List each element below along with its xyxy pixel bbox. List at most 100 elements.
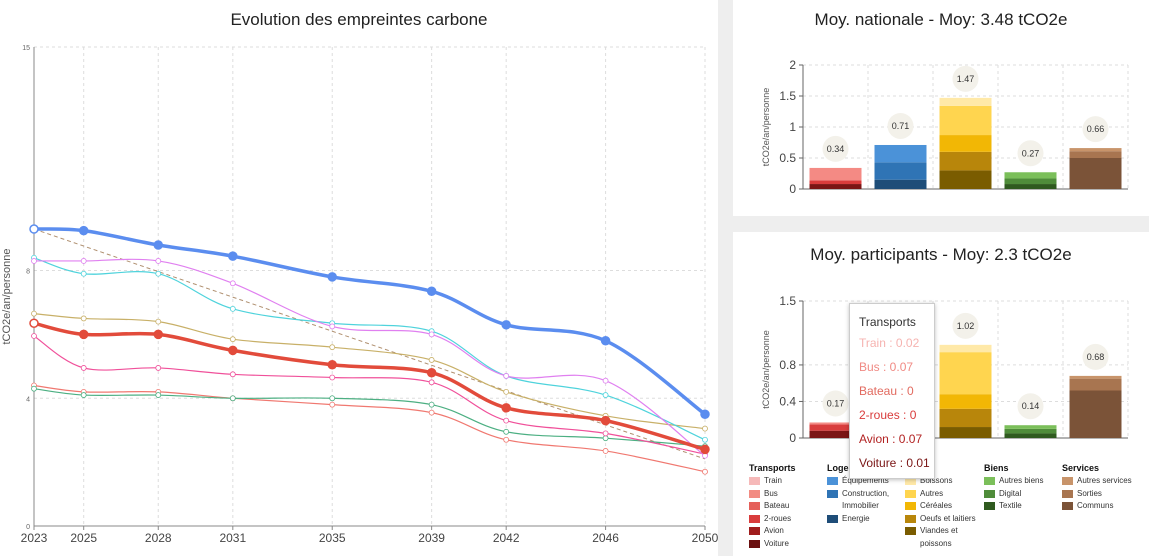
bar-segment	[809, 184, 862, 189]
data-point	[700, 444, 710, 455]
legend-swatch	[1062, 477, 1073, 485]
value-label: 0.66	[1087, 124, 1105, 134]
data-point	[31, 333, 37, 339]
data-point	[80, 258, 87, 264]
legend-item[interactable]: Voiture	[749, 538, 825, 551]
series-line	[33, 384, 706, 473]
legend-item[interactable]: 2-roues	[749, 513, 825, 526]
legend-item[interactable]: Avion	[749, 525, 825, 538]
legend-item[interactable]: Viandes et poissons	[905, 525, 981, 550]
tooltip-row: 2-roues : 0	[859, 408, 917, 422]
value-label-bubble	[822, 135, 849, 162]
data-point	[327, 359, 337, 370]
data-point	[702, 425, 708, 432]
x-tick-label: 2035	[319, 531, 346, 545]
legend-item[interactable]: Energie	[827, 513, 903, 526]
data-point	[602, 392, 609, 398]
data-point	[428, 409, 435, 416]
data-point	[78, 329, 89, 340]
legend-group-title: Biens	[984, 463, 1009, 473]
legend-swatch	[749, 489, 760, 498]
legend-item[interactable]: Digital	[984, 488, 1060, 501]
data-point	[229, 336, 236, 343]
legend-item[interactable]: Équipements	[827, 475, 903, 488]
legend-item-label: Textile	[999, 501, 1022, 510]
legend-item[interactable]: Bus	[749, 488, 825, 501]
legend-item[interactable]: Autres	[905, 488, 981, 501]
tooltip-row: Train : 0.02	[859, 336, 920, 350]
bar-segment	[939, 97, 992, 106]
data-point	[329, 323, 336, 330]
data-point	[229, 371, 236, 378]
bar-segment	[1069, 148, 1122, 152]
legend-item[interactable]: Construction, Immobilier	[827, 488, 903, 513]
bar-segment	[874, 179, 927, 189]
data-point	[602, 435, 609, 442]
bar-segment	[939, 135, 992, 152]
series-line	[33, 335, 706, 455]
data-point	[329, 374, 336, 381]
y-tick-label: 15	[22, 45, 30, 52]
data-point	[155, 318, 162, 325]
value-label: 1.47	[957, 74, 975, 84]
data-point	[155, 365, 162, 371]
y-tick-label: 1.5	[779, 294, 796, 308]
legend-swatch	[984, 477, 995, 485]
y-tick-label: 0.8	[779, 358, 796, 372]
national-average-panel: Moy. nationale - Moy: 3.48 tCO2e 0 0.5 1 1.…	[733, 0, 1149, 216]
data-point	[503, 388, 510, 395]
bar-segment	[1004, 178, 1057, 185]
value-label-bubble	[822, 390, 849, 417]
legend-swatch	[749, 514, 760, 523]
data-point	[155, 270, 162, 277]
legend-item-label: Bus	[764, 488, 778, 498]
y-tick-label: 8	[26, 269, 30, 276]
tooltip-transports: Transports Train : 0.02 Bus : 0.07 Batea…	[849, 303, 935, 479]
legend-item[interactable]: Textile	[984, 500, 1060, 513]
bar-segment	[939, 352, 992, 395]
data-point	[702, 468, 708, 475]
bar-segment	[1069, 378, 1122, 391]
series-line	[33, 227, 707, 416]
tooltip-title: Transports	[859, 315, 916, 329]
legend-group: Biens Autres biens Digital Textile	[984, 463, 1060, 513]
x-tick-label: 2028	[145, 531, 172, 545]
legend-group: Transports Train Bus Bateau 2-roues Avion Voit…	[749, 463, 825, 550]
value-label: 0.27	[1022, 148, 1040, 158]
legend-item[interactable]: Céréales	[905, 500, 981, 513]
bar-segment	[809, 430, 862, 438]
legend-item-label: Bateau	[764, 501, 790, 510]
legend-item-label: Viandes et poissons	[920, 526, 958, 548]
legend-swatch	[1062, 502, 1073, 510]
legend-item[interactable]: Autres biens	[984, 475, 1060, 488]
bar-segment	[1004, 425, 1057, 429]
bar-segment	[1069, 375, 1122, 379]
legend-item[interactable]: Communs	[1062, 500, 1148, 513]
data-point	[501, 320, 511, 330]
x-tick-label: 2031	[219, 531, 246, 545]
legend-item[interactable]: Sorties	[1062, 488, 1148, 501]
category-legend: Transports Train Bus Bateau 2-roues Avion Voit…	[749, 463, 1149, 556]
series-line	[33, 321, 706, 452]
data-point	[29, 224, 39, 234]
data-point	[31, 385, 37, 392]
legend-item[interactable]: Oeufs et laitiers	[905, 513, 981, 526]
value-label-bubble	[1017, 393, 1044, 420]
legend-item[interactable]: Bateau	[749, 500, 825, 513]
legend-swatch	[827, 477, 838, 485]
legend-item-label: Voiture	[764, 538, 789, 548]
legend-item[interactable]: Autres services	[1062, 475, 1148, 488]
y-tick-label: 1.5	[779, 89, 796, 103]
legend-item[interactable]: Boissons	[905, 475, 981, 488]
data-point	[600, 415, 611, 426]
evolution-line-chart: 0 4 8 15 2023 2025 2028 2031 2035 2039 2042 2046 205…	[1, 45, 719, 545]
data-point	[31, 310, 37, 317]
bar-segment	[939, 408, 992, 428]
legend-group-title: Transports	[749, 463, 796, 473]
legend-item-label: Autres	[920, 488, 944, 498]
value-label-bubble	[1082, 343, 1109, 370]
legend-item[interactable]: Train	[749, 475, 825, 488]
legend-item-label: Autres biens	[999, 476, 1044, 485]
data-point	[80, 315, 87, 322]
national-average-bar-chart: 0 0.5 1 1.5 2 tCO2e/an/personne 0.34 0.71 1.47 0.…	[761, 58, 1129, 196]
